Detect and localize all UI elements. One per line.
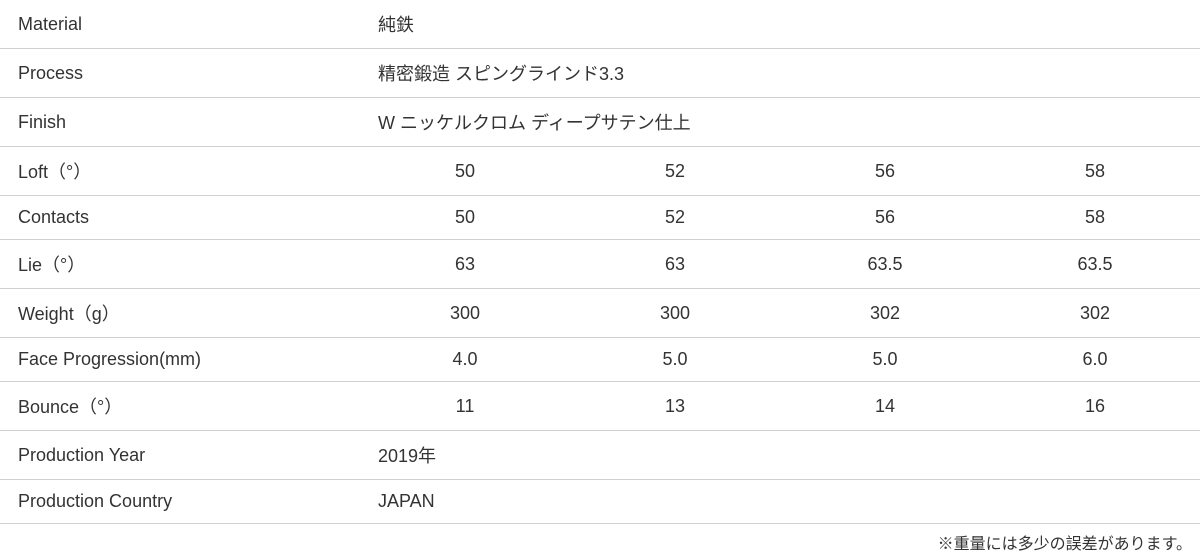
cell-value: 63 [360,240,570,289]
table-row: Weight（g） 300 300 302 302 [0,289,1200,338]
cell-value: 50 [360,147,570,196]
row-label: Production Country [0,480,360,524]
cell-value: 5.0 [780,338,990,382]
row-label: Process [0,49,360,98]
cell-value: 11 [360,382,570,431]
cell-value: 302 [780,289,990,338]
table-row: Process 精密鍛造 スピングラインド3.3 [0,49,1200,98]
row-value: 2019年 [360,431,1200,480]
cell-value: 300 [360,289,570,338]
cell-value: 14 [780,382,990,431]
row-label: Finish [0,98,360,147]
table-row: Material 純鉄 [0,0,1200,49]
cell-value: 63.5 [990,240,1200,289]
row-value: JAPAN [360,480,1200,524]
cell-value: 13 [570,382,780,431]
spec-table: Material 純鉄 Process 精密鍛造 スピングラインド3.3 Fin… [0,0,1200,524]
row-label: Loft（°） [0,147,360,196]
table-row: Contacts 50 52 56 58 [0,196,1200,240]
cell-value: 4.0 [360,338,570,382]
cell-value: 6.0 [990,338,1200,382]
row-label: Production Year [0,431,360,480]
row-label: Contacts [0,196,360,240]
cell-value: 63 [570,240,780,289]
row-label: Weight（g） [0,289,360,338]
table-row: Production Country JAPAN [0,480,1200,524]
cell-value: 63.5 [780,240,990,289]
cell-value: 58 [990,196,1200,240]
cell-value: 56 [780,196,990,240]
cell-value: 50 [360,196,570,240]
table-row: Bounce（°） 11 13 14 16 [0,382,1200,431]
table-row: Loft（°） 50 52 56 58 [0,147,1200,196]
row-label: Lie（°） [0,240,360,289]
row-label: Bounce（°） [0,382,360,431]
table-row: Finish W ニッケルクロム ディープサテン仕上 [0,98,1200,147]
row-label: Face Progression(mm) [0,338,360,382]
cell-value: 302 [990,289,1200,338]
cell-value: 58 [990,147,1200,196]
row-value: 純鉄 [360,0,1200,49]
cell-value: 5.0 [570,338,780,382]
row-value: W ニッケルクロム ディープサテン仕上 [360,98,1200,147]
footnote-text: ※重量には多少の誤差があります。 [0,524,1200,554]
cell-value: 52 [570,196,780,240]
row-label: Material [0,0,360,49]
table-row: Lie（°） 63 63 63.5 63.5 [0,240,1200,289]
cell-value: 56 [780,147,990,196]
row-value: 精密鍛造 スピングラインド3.3 [360,49,1200,98]
cell-value: 16 [990,382,1200,431]
cell-value: 52 [570,147,780,196]
cell-value: 300 [570,289,780,338]
table-row: Production Year 2019年 [0,431,1200,480]
table-row: Face Progression(mm) 4.0 5.0 5.0 6.0 [0,338,1200,382]
